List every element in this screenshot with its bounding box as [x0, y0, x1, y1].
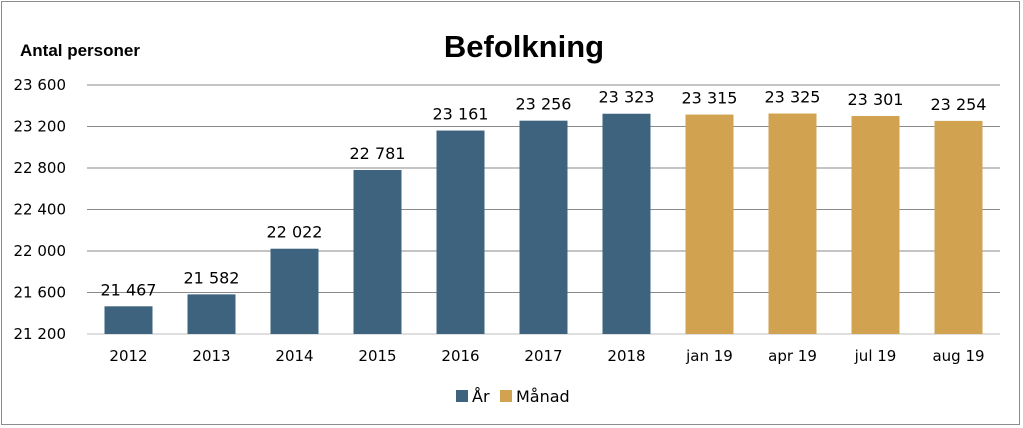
data-label: 23 325	[765, 88, 821, 107]
bar-2012	[104, 306, 153, 334]
chart-title: Befolkning	[444, 29, 604, 64]
bar-aug-19	[934, 120, 983, 335]
data-label: 23 161	[433, 105, 489, 124]
y-tick-label: 22 800	[14, 159, 67, 177]
x-tick-label: aug 19	[932, 347, 984, 365]
x-tick-label: 2014	[275, 347, 313, 365]
legend-swatch	[456, 390, 468, 402]
data-label: 23 256	[516, 95, 572, 114]
y-tick-label: 21 600	[14, 284, 67, 302]
x-tick-label: jul 19	[854, 347, 897, 365]
legend: År Månad	[456, 387, 570, 406]
bar-2018	[602, 113, 651, 335]
y-tick-label: 22 400	[14, 201, 67, 219]
y-tick-label: 23 600	[14, 76, 67, 94]
legend-label: År	[472, 387, 490, 406]
x-tick-label: 2016	[441, 347, 479, 365]
data-label: 22 781	[350, 144, 406, 163]
y-tick-label: 22 000	[14, 242, 67, 260]
data-label: 21 582	[184, 268, 240, 287]
legend-swatch	[500, 390, 512, 402]
data-label: 23 323	[599, 88, 655, 107]
x-tick-label: 2017	[524, 347, 562, 365]
legend-label: Månad	[516, 387, 570, 406]
x-axis-ticks: 2012 2013 2014 2015 2016 2017 2018 jan 19 apr 19…	[109, 347, 984, 365]
y-tick-label: 23 200	[14, 118, 67, 136]
y-tick-label: 21 200	[14, 325, 67, 343]
bar-apr-19	[768, 113, 817, 334]
data-labels: 21 467 21 582 22 022 22 781 23 161 23 256 23 3…	[101, 88, 987, 300]
bar-2014	[270, 248, 319, 334]
data-label: 23 301	[848, 90, 904, 109]
x-tick-label: jan 19	[685, 347, 733, 365]
x-tick-label: 2013	[192, 347, 230, 365]
x-tick-label: apr 19	[768, 347, 817, 365]
data-label: 22 022	[267, 223, 323, 242]
x-tick-label: 2015	[358, 347, 396, 365]
bar-2015	[353, 169, 402, 334]
bar-2013	[187, 294, 236, 334]
x-tick-label: 2012	[109, 347, 147, 365]
data-label: 23 315	[682, 89, 738, 108]
bar-2016	[436, 130, 485, 334]
x-tick-label: 2018	[607, 347, 645, 365]
data-label: 21 467	[101, 280, 157, 299]
data-label: 23 254	[931, 95, 987, 114]
bar-2017	[519, 120, 568, 334]
bars	[104, 113, 983, 335]
bar-jul-19	[851, 116, 900, 335]
y-axis-ticks: 21 200 21 600 22 000 22 400 22 800 23 200 23 6…	[14, 76, 67, 343]
bar-jan-19	[685, 114, 734, 334]
y-axis-label: Antal personer	[20, 41, 140, 60]
